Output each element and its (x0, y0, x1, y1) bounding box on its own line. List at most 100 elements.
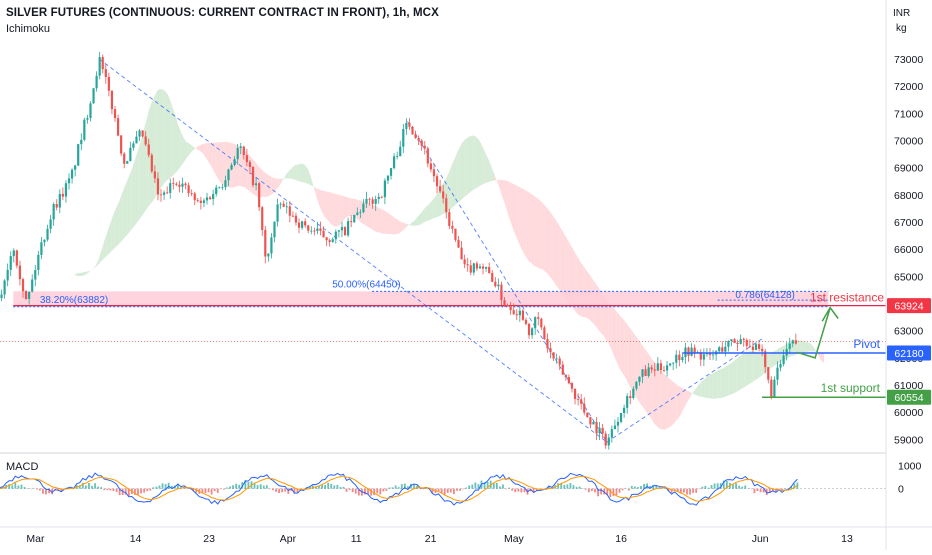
ichimoku-cloud-segment (427, 202, 431, 221)
candle-body (776, 367, 779, 380)
macd-histogram-bar (143, 488, 146, 493)
candle-body (491, 272, 494, 282)
ichimoku-cloud-segment (419, 210, 423, 225)
macd-histogram-bar (624, 488, 627, 489)
candle-body (254, 183, 258, 186)
candle-body (116, 118, 120, 136)
ichimoku-cloud-segment (704, 376, 708, 398)
ichimoku-cloud-segment (263, 170, 266, 198)
macd-histogram-bar (548, 486, 550, 489)
macd-histogram-bar (391, 487, 394, 489)
macd-histogram-bar (226, 487, 228, 489)
candle-body (52, 204, 55, 220)
ichimoku-cloud-segment (292, 165, 296, 180)
support-label: 1st support (821, 381, 881, 395)
ichimoku-cloud-segment (98, 251, 102, 265)
candle-body (653, 369, 656, 371)
macd-histogram-bar (370, 488, 372, 496)
macd-histogram-bar (327, 482, 330, 489)
candle-body (40, 242, 43, 255)
macd-histogram-bar (176, 484, 179, 489)
ichimoku-cloud-segment (260, 168, 264, 198)
candle-body (702, 354, 705, 360)
macd-histogram-bar (738, 485, 741, 489)
macd-histogram-bar (514, 488, 517, 493)
macd-histogram-bar (112, 488, 115, 492)
macd-histogram-bar (42, 488, 44, 494)
ichimoku-cloud-segment (101, 242, 104, 262)
macd-histogram-bar (256, 485, 259, 489)
candle-body (178, 184, 181, 187)
macd-histogram-bar (710, 485, 713, 489)
macd-histogram-bar (195, 488, 198, 493)
ichimoku-cloud-segment (191, 145, 195, 152)
candle-body (380, 196, 383, 198)
ichimoku-cloud-segment (542, 202, 545, 272)
ichimoku-cloud-segment (699, 381, 702, 397)
macd-histogram-bar (155, 486, 158, 489)
resistance-price-tag-box (887, 298, 931, 314)
ichimoku-cloud-segment (186, 141, 189, 159)
ichimoku-cloud-segment (683, 388, 686, 410)
macd-histogram-bar (649, 486, 652, 489)
ichimoku-cloud-segment (523, 189, 527, 258)
ichimoku-cloud-segment (273, 177, 277, 193)
candle-body (276, 204, 279, 222)
macd-histogram-bar (367, 488, 369, 495)
macd-histogram-bar (57, 488, 60, 491)
macd-histogram-bar (186, 488, 188, 490)
macd-histogram-bar (465, 487, 468, 489)
candle-body (383, 180, 386, 198)
macd-histogram-bar (84, 485, 87, 489)
macd-histogram-bar (664, 488, 667, 489)
macd-histogram-bar (637, 487, 639, 489)
candle-body (423, 145, 426, 149)
macd-histogram-bar (189, 488, 192, 490)
ichimoku-cloud-segment (154, 91, 157, 200)
candle-body (15, 250, 18, 266)
macd-histogram-bar (397, 487, 400, 489)
resistance-zone (13, 291, 829, 307)
ichimoku-cloud-segment (467, 136, 471, 195)
candle-body (558, 358, 561, 365)
ichimoku-cloud-segment (316, 188, 319, 205)
candle-body (334, 231, 337, 240)
candle-body (230, 165, 233, 170)
ichimoku-cloud-segment (560, 228, 564, 296)
ichimoku-cloud-segment (520, 187, 524, 254)
candle-body (791, 340, 794, 344)
candle-body (70, 169, 74, 179)
candle-body (147, 144, 150, 156)
ichimoku-cloud-segment (821, 352, 824, 364)
candle-body (294, 215, 298, 223)
ichimoku-cloud-segment (119, 192, 123, 244)
ichimoku-cloud-segment (691, 391, 694, 396)
candle-body (141, 130, 144, 137)
ichimoku-cloud-segment (297, 163, 301, 182)
macd-histogram-bar (115, 488, 118, 493)
candle-body (95, 75, 98, 89)
ichimoku-cloud-segment (172, 107, 176, 176)
x-tick-label: Apr (280, 533, 297, 545)
candle-body (457, 239, 460, 248)
ichimoku-cloud-segment (768, 352, 771, 371)
macd-signal-line (0, 475, 798, 502)
macd-histogram-bar (750, 488, 753, 490)
candle-body (454, 228, 457, 240)
ichimoku-cloud-segment (433, 195, 436, 219)
macd-histogram-bar (486, 481, 489, 489)
fib-382-label: 38.20%(63882) (40, 295, 108, 306)
candle-body (343, 227, 347, 236)
ichimoku-cloud-segment (797, 340, 801, 355)
candle-body (626, 396, 629, 408)
macd-histogram-bar (756, 488, 759, 492)
ichimoku-cloud-segment (653, 361, 657, 427)
ichimoku-cloud-segment (53, 283, 56, 289)
macd-histogram-bar (152, 487, 155, 489)
macd-histogram-bar (477, 484, 480, 489)
candle-body (328, 240, 331, 242)
ichimoku-cloud-segment (784, 343, 787, 361)
support-price-tag-box (887, 389, 931, 405)
ichimoku-cloud-segment (438, 186, 442, 217)
